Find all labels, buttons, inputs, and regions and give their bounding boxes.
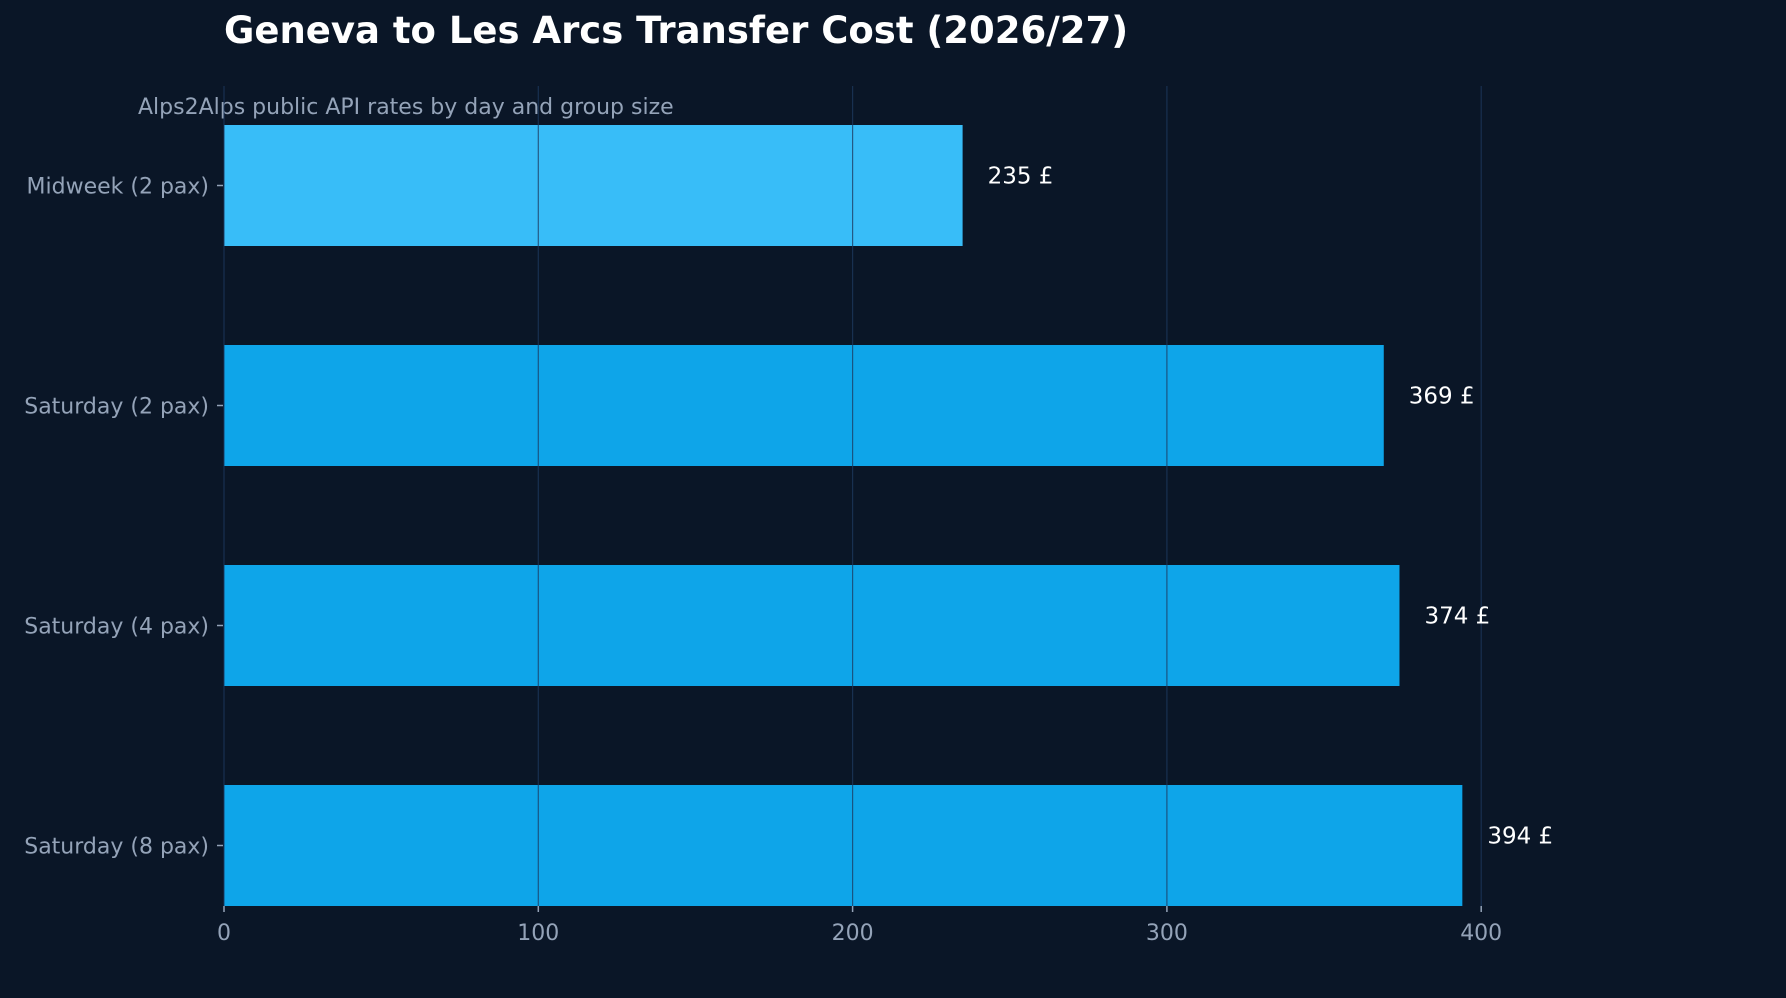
x-tick-label: 200	[832, 921, 874, 946]
chart-subtitle: Alps2Alps public API rates by day and gr…	[138, 95, 674, 120]
value-label: 235 £	[988, 164, 1054, 190]
x-tick-label: 0	[217, 921, 231, 946]
value-label: 369 £	[1409, 384, 1475, 410]
x-tick-label: 300	[1146, 921, 1188, 946]
bar	[224, 345, 1384, 466]
bar	[224, 125, 963, 246]
value-label: 394 £	[1487, 824, 1553, 850]
x-tick-label: 400	[1460, 921, 1502, 946]
bar	[224, 785, 1463, 906]
value-label: 374 £	[1424, 604, 1490, 630]
chart-title: Geneva to Les Arcs Transfer Cost (2026/2…	[224, 9, 1128, 52]
category-label: Saturday (2 pax)	[24, 395, 209, 420]
bar	[224, 565, 1400, 686]
category-label: Saturday (8 pax)	[24, 835, 209, 860]
category-label: Saturday (4 pax)	[24, 615, 209, 640]
x-tick-label: 100	[517, 921, 559, 946]
category-label: Midweek (2 pax)	[27, 175, 209, 200]
